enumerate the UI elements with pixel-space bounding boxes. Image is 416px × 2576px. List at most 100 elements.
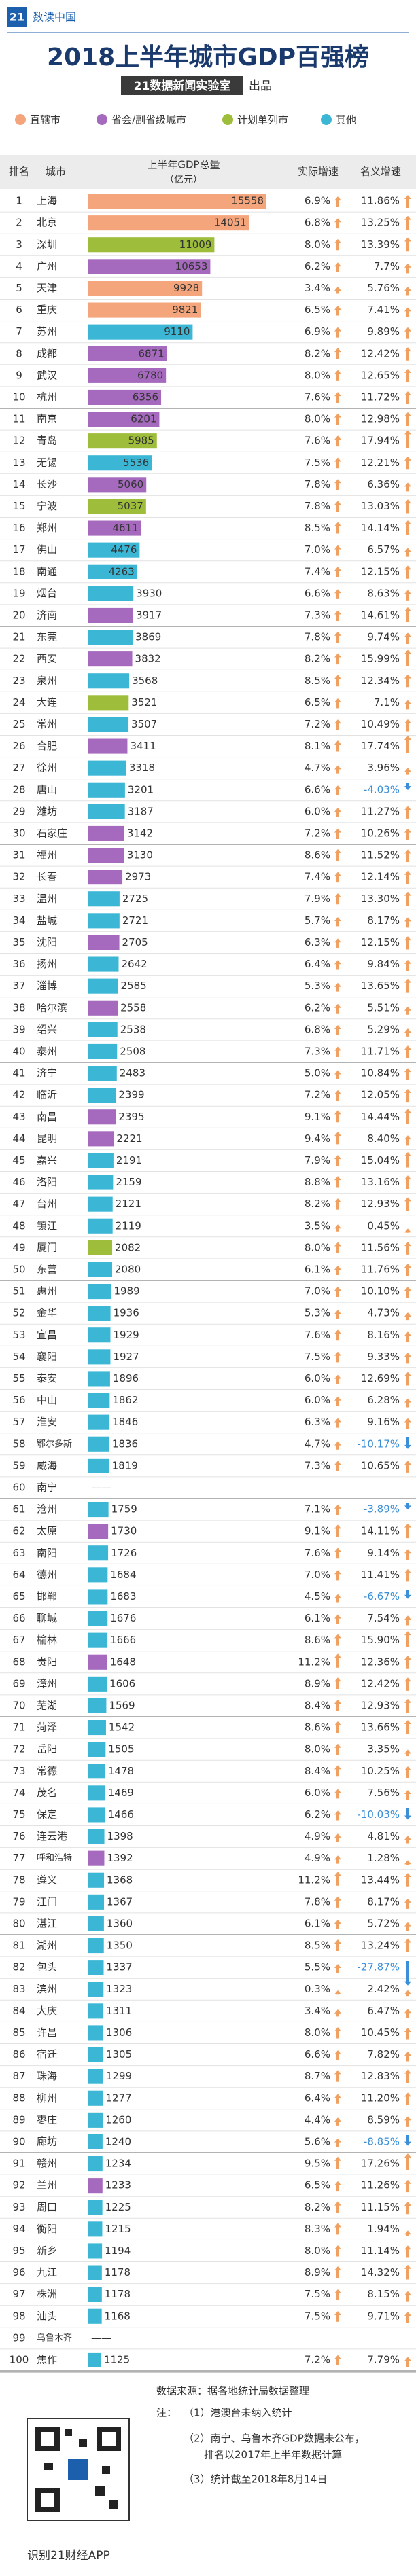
rank: 12: [12, 435, 25, 447]
nominal-growth: 8.40%: [367, 1132, 400, 1145]
city: 泰州: [37, 1045, 57, 1057]
gdp-bar: [88, 1611, 108, 1626]
gdp-value: 2121: [116, 1198, 141, 1210]
gdp-value: 14051: [214, 217, 247, 229]
rank: 14: [12, 478, 25, 490]
nominal-arrow: [404, 1264, 411, 1276]
real-growth: 8.0%: [305, 238, 330, 251]
gdp-bar: [88, 586, 134, 601]
real-growth: 6.9%: [305, 195, 330, 207]
gdp-bar: [88, 477, 147, 493]
real-arrow: [334, 1441, 341, 1450]
nominal-arrow: [404, 674, 411, 688]
gdp-bar: [88, 607, 133, 623]
gdp-bar: [88, 1524, 109, 1539]
brand: 数读中国: [33, 11, 76, 24]
rank: 99: [12, 2331, 25, 2344]
real-growth: 4.9%: [305, 1852, 330, 1864]
nominal-arrow: [404, 1720, 411, 1735]
real-growth: 8.6%: [305, 1721, 330, 1734]
gdp-bar: [88, 1872, 105, 1888]
nominal-growth: 12.36%: [361, 1656, 400, 1668]
gdp-bar: [88, 1698, 107, 1713]
gdp-bar: [88, 1327, 111, 1343]
nominal-arrow: [404, 1677, 411, 1691]
real-growth: 11.2%: [298, 1874, 330, 1886]
rank: 31: [12, 849, 25, 861]
rank: 75: [12, 1808, 25, 1821]
nominal-growth: 7.79%: [367, 2353, 400, 2365]
rank: 86: [12, 2048, 25, 2060]
gdp-bar: [88, 673, 130, 689]
city: 金华: [37, 1307, 57, 1319]
real-arrow: [334, 1594, 341, 1603]
city: 南阳: [37, 1547, 57, 1559]
real-growth: 7.5%: [305, 2310, 330, 2322]
gdp-value: 6356: [133, 391, 158, 403]
city: 长沙: [37, 478, 57, 490]
real-growth: 6.6%: [305, 783, 330, 795]
gdp-value: 1469: [108, 1787, 134, 1799]
nominal-growth: 7.1%: [374, 696, 400, 709]
real-growth: 7.4%: [305, 565, 330, 577]
real-growth: 4.9%: [305, 1830, 330, 1842]
real-arrow: [334, 1418, 341, 1428]
nominal-growth: -6.67%: [364, 1590, 400, 1603]
gdp-value: 1862: [112, 1394, 138, 1406]
nominal-growth: 13.03%: [361, 500, 400, 512]
real-growth: 4.7%: [305, 1437, 330, 1450]
gdp-value: 3318: [129, 762, 155, 774]
rank: 67: [12, 1634, 25, 1646]
real-growth: 6.8%: [305, 1023, 330, 1035]
nominal-growth: 12.69%: [361, 1372, 400, 1384]
real-growth: 7.8%: [305, 631, 330, 643]
gdp-bar: [88, 1088, 116, 1103]
nominal-growth: 4.81%: [367, 1830, 400, 1842]
nominal-arrow: [404, 870, 411, 884]
real-arrow: [334, 610, 341, 621]
gdp-value: 1168: [105, 2310, 131, 2322]
rank: 58: [12, 1437, 25, 1450]
real-growth: 7.1%: [305, 1503, 330, 1516]
real-arrow: [334, 392, 341, 403]
real-arrow: [334, 327, 341, 338]
gdp-bar: [88, 1022, 118, 1037]
city: 乌鲁木齐: [37, 2332, 72, 2343]
real-arrow: [334, 1198, 341, 1210]
real-growth: 8.4%: [305, 1699, 330, 1711]
nominal-growth: 10.26%: [361, 827, 400, 839]
nominal-growth: 15.99%: [361, 653, 400, 665]
nominal-growth: 13.44%: [361, 1874, 400, 1886]
gdp-value: 1178: [105, 2288, 131, 2300]
gdp-value: 6871: [139, 347, 164, 359]
nominal-arrow: [404, 1461, 411, 1473]
rank: 92: [12, 2179, 25, 2192]
real-arrow: [334, 2181, 341, 2192]
real-arrow: [334, 719, 341, 730]
real-arrow: [334, 872, 341, 883]
real-arrow: [334, 2009, 341, 2017]
nominal-growth: 5.51%: [367, 1001, 400, 1014]
rank: 6: [16, 304, 22, 316]
rank: 2: [16, 217, 22, 229]
nominal-growth: 9.16%: [367, 1416, 400, 1428]
gdp-value: 1676: [110, 1612, 136, 1624]
gdp-bar: [88, 1676, 107, 1692]
gdp-value: 5060: [118, 478, 143, 490]
city: 石家庄: [37, 827, 67, 839]
real-growth: 7.5%: [305, 457, 330, 469]
real-arrow: [334, 2223, 341, 2235]
nominal-growth: 3.96%: [367, 762, 400, 774]
city: 淄博: [37, 980, 57, 992]
nominal-growth: -4.03%: [364, 783, 400, 795]
city: 中山: [37, 1394, 57, 1406]
nominal-growth: 11.76%: [361, 1263, 400, 1275]
nominal-arrow: [404, 632, 411, 645]
city: 嘉兴: [37, 1154, 57, 1166]
city: 苏州: [37, 325, 57, 338]
rank: 3: [16, 238, 22, 251]
gdp-value: 2558: [120, 1001, 146, 1014]
nominal-growth: 9.71%: [367, 2310, 400, 2322]
gdp-value: 9821: [172, 304, 198, 316]
nominal-arrow: [404, 1615, 411, 1626]
